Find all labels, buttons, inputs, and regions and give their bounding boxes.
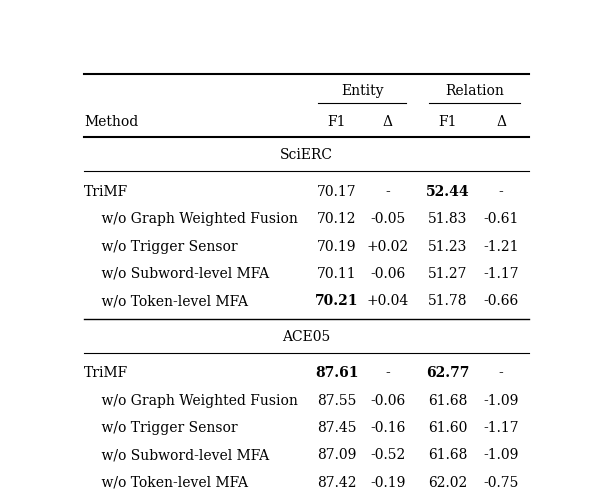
Text: 87.42: 87.42	[317, 475, 356, 490]
Text: TriMF: TriMF	[84, 367, 128, 380]
Text: 61.68: 61.68	[428, 448, 468, 462]
Text: SciERC: SciERC	[280, 148, 333, 162]
Text: Relation: Relation	[445, 84, 504, 98]
Text: -0.66: -0.66	[484, 294, 518, 308]
Text: 61.60: 61.60	[428, 421, 468, 435]
Text: -0.16: -0.16	[370, 421, 405, 435]
Text: -0.61: -0.61	[483, 212, 519, 226]
Text: w/o Graph Weighted Fusion: w/o Graph Weighted Fusion	[84, 212, 298, 226]
Text: Entity: Entity	[341, 84, 383, 98]
Text: 51.27: 51.27	[428, 267, 468, 281]
Text: +0.02: +0.02	[367, 240, 408, 253]
Text: 70.21: 70.21	[315, 294, 358, 308]
Text: 52.44: 52.44	[426, 185, 469, 199]
Text: -0.75: -0.75	[483, 475, 519, 490]
Text: -0.19: -0.19	[370, 475, 405, 490]
Text: Δ: Δ	[383, 115, 392, 128]
Text: 51.83: 51.83	[428, 212, 468, 226]
Text: 61.68: 61.68	[428, 394, 468, 408]
Text: -: -	[385, 185, 390, 199]
Text: w/o Subword-level MFA: w/o Subword-level MFA	[84, 267, 269, 281]
Text: w/o Graph Weighted Fusion: w/o Graph Weighted Fusion	[84, 394, 298, 408]
Text: -1.09: -1.09	[483, 448, 519, 462]
Text: -0.05: -0.05	[370, 212, 405, 226]
Text: 87.09: 87.09	[317, 448, 356, 462]
Text: -0.06: -0.06	[370, 267, 405, 281]
Text: 87.61: 87.61	[315, 367, 358, 380]
Text: Method: Method	[84, 115, 138, 128]
Text: 70.11: 70.11	[317, 267, 356, 281]
Text: w/o Subword-level MFA: w/o Subword-level MFA	[84, 448, 269, 462]
Text: TriMF: TriMF	[84, 185, 128, 199]
Text: -: -	[385, 367, 390, 380]
Text: -: -	[499, 367, 504, 380]
Text: +0.04: +0.04	[367, 294, 408, 308]
Text: 51.78: 51.78	[428, 294, 468, 308]
Text: F1: F1	[327, 115, 346, 128]
Text: 62.77: 62.77	[426, 367, 469, 380]
Text: -0.52: -0.52	[370, 448, 405, 462]
Text: -1.09: -1.09	[483, 394, 519, 408]
Text: 87.45: 87.45	[317, 421, 356, 435]
Text: -1.21: -1.21	[483, 240, 519, 253]
Text: ACE05: ACE05	[282, 330, 331, 343]
Text: -: -	[499, 185, 504, 199]
Text: Δ: Δ	[496, 115, 506, 128]
Text: -1.17: -1.17	[483, 421, 519, 435]
Text: 70.17: 70.17	[317, 185, 356, 199]
Text: w/o Token-level MFA: w/o Token-level MFA	[84, 294, 248, 308]
Text: F1: F1	[438, 115, 457, 128]
Text: w/o Trigger Sensor: w/o Trigger Sensor	[84, 240, 237, 253]
Text: 70.12: 70.12	[317, 212, 356, 226]
Text: 62.02: 62.02	[428, 475, 468, 490]
Text: -0.06: -0.06	[370, 394, 405, 408]
Text: 70.19: 70.19	[317, 240, 356, 253]
Text: -1.17: -1.17	[483, 267, 519, 281]
Text: 87.55: 87.55	[317, 394, 356, 408]
Text: 51.23: 51.23	[428, 240, 468, 253]
Text: w/o Trigger Sensor: w/o Trigger Sensor	[84, 421, 237, 435]
Text: w/o Token-level MFA: w/o Token-level MFA	[84, 475, 248, 490]
